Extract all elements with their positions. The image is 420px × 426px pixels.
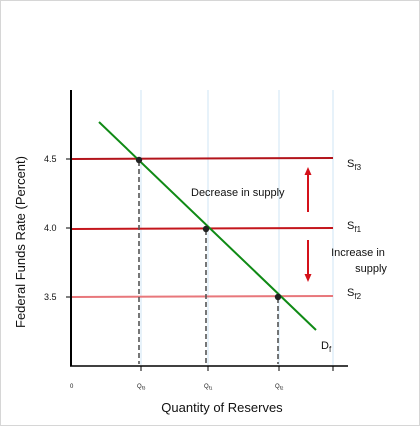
equilibrium-point-qf3 — [135, 156, 143, 164]
supply-line-sf3 — [71, 157, 334, 160]
x-tick-label-qf1: Qf1 — [204, 384, 213, 391]
equilibrium-point-qf2 — [274, 293, 282, 301]
arrow-up-head — [304, 167, 312, 175]
y-tick-label: 3.5 — [44, 292, 57, 302]
arrow-down-head — [304, 274, 312, 282]
y-tick-label: 4.5 — [44, 154, 57, 164]
supply-line-sf1 — [71, 227, 334, 230]
x-tick-label-qf3: Qf3 — [137, 384, 146, 391]
annotation-decrease-in-supply: Decrease in supply — [191, 187, 285, 199]
x-tick-label-origin: 0 — [70, 384, 74, 390]
annotation-increase-line2: supply — [355, 263, 387, 275]
x-axis-title: Quantity of Reserves — [161, 400, 283, 415]
label-sf3: Sf3 — [347, 158, 362, 172]
label-sf2: Sf2 — [347, 287, 362, 301]
annotation-increase-line1: Increase in — [331, 247, 385, 259]
equilibrium-point-qf1 — [202, 225, 210, 233]
label-sf1: Sf1 — [347, 220, 362, 234]
y-axis-title: Federal Funds Rate (Percent) — [13, 156, 28, 328]
supply-line-sf2 — [71, 295, 334, 298]
x-tick-label-qf2: Qf2 — [275, 384, 284, 391]
label-df: Df — [321, 340, 332, 354]
y-tick-label: 4.0 — [44, 223, 57, 233]
